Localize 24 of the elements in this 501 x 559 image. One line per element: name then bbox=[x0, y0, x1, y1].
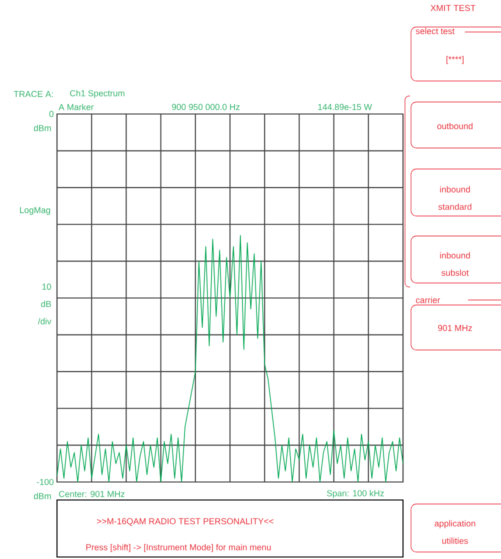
text: >>M-16QAM RADIO TEST PERSONALITY<< bbox=[96, 518, 274, 526]
text: inbound subslot bbox=[440, 252, 470, 276]
text: Press [shift] -> [Instrument Mode] for main menu bbox=[86, 544, 271, 552]
text: 144.89e-15 W bbox=[318, 104, 372, 110]
text: [****] bbox=[446, 56, 464, 64]
text: carrier bbox=[416, 296, 440, 304]
text: 901 MHz bbox=[438, 324, 472, 332]
text: select test bbox=[416, 28, 454, 34]
y-axis-title: LogMag bbox=[20, 207, 50, 215]
text: outbound bbox=[437, 122, 472, 130]
y-tick-label: -100 bbox=[36, 478, 54, 486]
text: 10 dB /div bbox=[38, 284, 52, 324]
text: XMIT TEST bbox=[430, 4, 476, 12]
text: Center: 901 MHz bbox=[58, 490, 124, 498]
text: TRACE A: bbox=[14, 90, 53, 98]
text: Span: 100 kHz bbox=[326, 490, 384, 498]
text: 900 950 000.0 Hz bbox=[172, 104, 240, 110]
text: Ch1 Spectrum bbox=[70, 90, 124, 98]
text: A Marker bbox=[58, 104, 94, 110]
text: dBm bbox=[34, 124, 51, 132]
text: dBm bbox=[34, 492, 51, 500]
y-tick-label: 0 bbox=[49, 110, 54, 118]
text: inbound standard bbox=[438, 186, 472, 210]
text: application utilities bbox=[434, 520, 475, 544]
